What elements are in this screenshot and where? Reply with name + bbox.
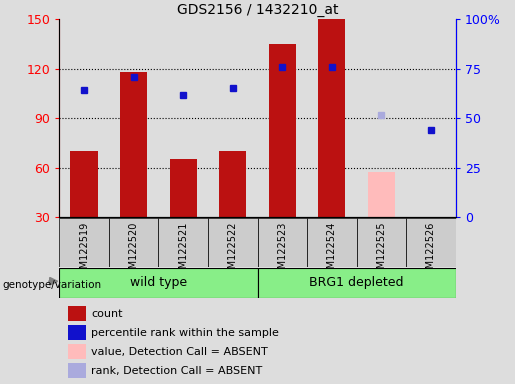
Bar	[208, 218, 258, 267]
Bar	[406, 19, 456, 217]
Bar	[109, 19, 158, 217]
Text: percentile rank within the sample: percentile rank within the sample	[91, 328, 279, 338]
Text: rank, Detection Call = ABSENT: rank, Detection Call = ABSENT	[91, 366, 262, 376]
Bar	[68, 306, 85, 321]
Text: GSM122521: GSM122521	[178, 222, 188, 281]
Text: GSM122524: GSM122524	[327, 222, 337, 281]
Bar	[208, 19, 258, 217]
Bar	[169, 159, 197, 217]
Bar	[356, 19, 406, 217]
Text: GSM122519: GSM122519	[79, 222, 89, 281]
Bar	[368, 172, 395, 217]
Text: BRG1 depleted: BRG1 depleted	[310, 276, 404, 289]
Bar	[219, 151, 246, 217]
Text: count: count	[91, 309, 123, 319]
Bar	[406, 218, 456, 267]
Bar	[258, 19, 307, 217]
Text: genotype/variation: genotype/variation	[3, 280, 101, 290]
Bar	[59, 19, 109, 217]
Bar	[109, 218, 159, 267]
Text: GSM122526: GSM122526	[426, 222, 436, 281]
Text: GSM122523: GSM122523	[277, 222, 287, 281]
Bar	[158, 19, 208, 217]
Bar	[68, 344, 85, 359]
Bar	[356, 218, 406, 267]
Text: GSM122525: GSM122525	[376, 222, 386, 281]
Bar	[318, 19, 346, 217]
Bar	[68, 325, 85, 340]
Text: value, Detection Call = ABSENT: value, Detection Call = ABSENT	[91, 347, 268, 357]
Text: GSM122522: GSM122522	[228, 222, 238, 281]
Bar	[307, 19, 356, 217]
Bar	[120, 72, 147, 217]
Bar	[71, 151, 98, 217]
Bar	[269, 44, 296, 217]
Title: GDS2156 / 1432210_at: GDS2156 / 1432210_at	[177, 3, 338, 17]
Text: GSM122520: GSM122520	[129, 222, 139, 281]
Bar	[159, 218, 208, 267]
Bar	[258, 268, 456, 298]
Bar	[307, 218, 356, 267]
Bar	[59, 218, 109, 267]
Bar	[68, 363, 85, 378]
Bar	[59, 268, 258, 298]
Bar	[258, 218, 307, 267]
Text: wild type: wild type	[130, 276, 187, 289]
